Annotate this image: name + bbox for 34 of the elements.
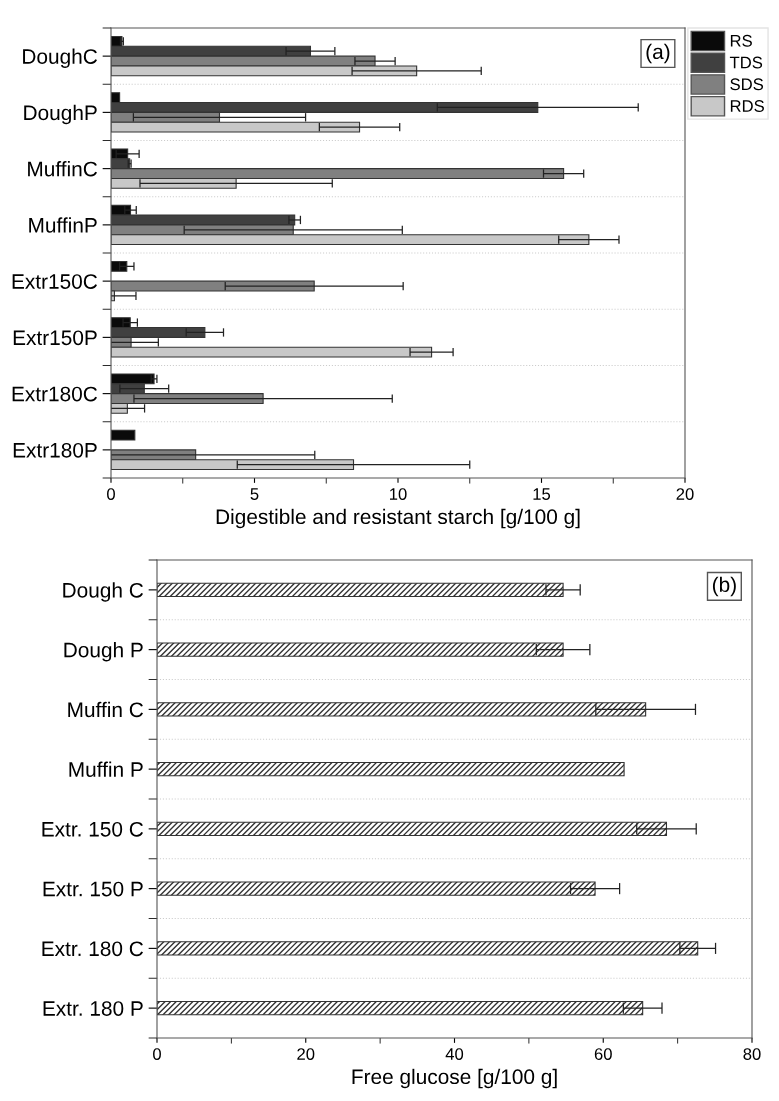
- y-tick-label: Extr. 150 C: [42, 821, 144, 837]
- y-tick-label: MuffinC: [28, 161, 98, 177]
- y-tick-label: Extr150P: [13, 330, 97, 346]
- annotation: (a): [646, 43, 670, 64]
- x-axis-title: Digestible and resistant starch [g/100 g]: [216, 508, 580, 529]
- x-tick-label: 60: [594, 1048, 612, 1060]
- x-tick-label: 20: [297, 1048, 315, 1060]
- y-tick-label: Extr180P: [13, 442, 97, 458]
- y-tick-label: MuffinP: [29, 217, 97, 233]
- legend-label: RS: [730, 34, 752, 47]
- y-tick-label: Extr. 180 C: [42, 941, 144, 957]
- y-tick-label: Extr150C: [12, 274, 98, 289]
- x-tick-label: 0: [153, 1048, 161, 1060]
- x-tick-label: 0: [107, 488, 115, 500]
- x-axis-title: Free glucose [g/100 g]: [352, 1068, 557, 1089]
- x-tick-label: 15: [533, 488, 551, 500]
- y-tick-label: Extr180C: [12, 386, 98, 402]
- x-tick-label: 80: [743, 1048, 761, 1060]
- y-tick-label: Dough C: [63, 582, 144, 602]
- legend-label: TDS: [729, 56, 763, 69]
- y-tick-label: Muffin P: [69, 761, 143, 777]
- annotation: (b): [712, 576, 736, 597]
- legend-label: SDS: [730, 78, 764, 91]
- y-tick-label: Extr. 150 P: [43, 881, 143, 897]
- y-tick-label: DoughC: [23, 48, 98, 68]
- y-tick-label: Extr. 180 P: [43, 1001, 143, 1016]
- x-tick-label: 40: [445, 1048, 464, 1060]
- legend-label: RDS: [730, 100, 764, 112]
- x-tick-label: 5: [250, 488, 259, 500]
- y-tick-label: Dough P: [64, 642, 143, 662]
- x-tick-label: 10: [390, 488, 407, 500]
- y-tick-label: Muffin C: [68, 701, 144, 718]
- y-tick-label: DoughP: [24, 104, 97, 125]
- x-tick-label: 20: [676, 488, 694, 500]
